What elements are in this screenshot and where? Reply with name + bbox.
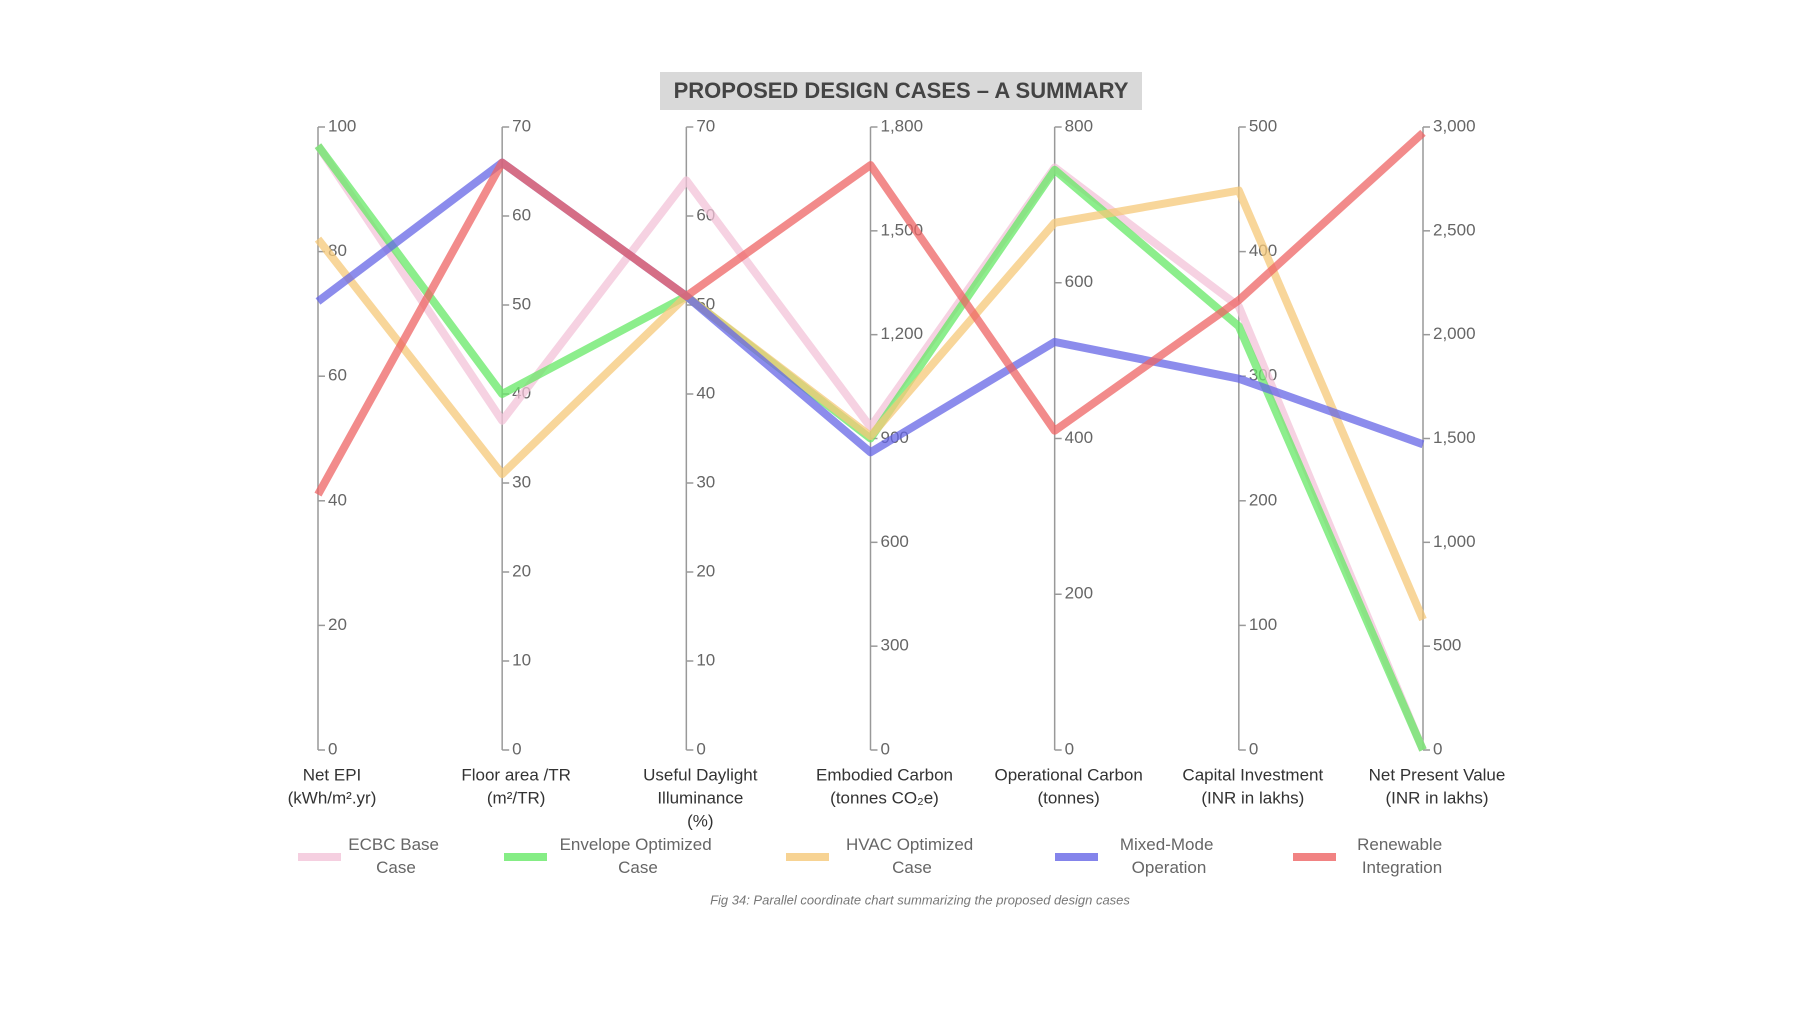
axis-label: (kWh/m².yr) bbox=[288, 788, 377, 807]
legend-label-line: Case bbox=[618, 858, 658, 877]
legend-label-line: Integration bbox=[1362, 858, 1442, 877]
legend-label-line: Renewable bbox=[1357, 835, 1447, 854]
legend-label-line: Mixed-Mode bbox=[1120, 835, 1218, 854]
y-tick-label: 0 bbox=[881, 739, 890, 758]
legend-label-line: Envelope Optimized bbox=[560, 835, 717, 854]
y-tick-label: 60 bbox=[328, 366, 347, 385]
y-tick-label: 10 bbox=[696, 650, 715, 669]
y-tick-label: 0 bbox=[696, 739, 705, 758]
y-tick-label: 0 bbox=[512, 739, 521, 758]
axis-label: Operational Carbon bbox=[994, 765, 1142, 784]
y-tick-label: 500 bbox=[1249, 116, 1277, 135]
legend-label-line: Case bbox=[376, 858, 416, 877]
axis-label: Floor area /TR bbox=[461, 765, 571, 784]
y-tick-label: 600 bbox=[1065, 272, 1093, 291]
y-tick-label: 40 bbox=[696, 383, 715, 402]
y-tick-label: 3,000 bbox=[1433, 116, 1476, 135]
y-tick-label: 400 bbox=[1065, 428, 1093, 447]
axis-label: Capital Investment bbox=[1182, 765, 1323, 784]
axis-label: Illuminance bbox=[657, 788, 743, 807]
series-line bbox=[314, 143, 1427, 752]
axis-label: Embodied Carbon bbox=[816, 765, 953, 784]
legend-label-line: Case bbox=[892, 858, 932, 877]
legend-label-line: HVAC Optimized bbox=[846, 835, 978, 854]
chart-title: PROPOSED DESIGN CASES – A SUMMARY bbox=[674, 78, 1129, 103]
y-tick-label: 200 bbox=[1065, 584, 1093, 603]
legend-swatch bbox=[298, 853, 341, 861]
axis-label: Net Present Value bbox=[1369, 765, 1506, 784]
legend-label: HVAC Optimized Case bbox=[846, 835, 978, 877]
y-tick-label: 1,500 bbox=[1433, 428, 1476, 447]
axis-label: (INR in lakhs) bbox=[1201, 788, 1304, 807]
y-tick-label: 0 bbox=[328, 739, 337, 758]
y-tick-label: 1,800 bbox=[881, 116, 924, 135]
y-tick-label: 500 bbox=[1433, 636, 1461, 655]
y-tick-label: 30 bbox=[696, 472, 715, 491]
legend-label: Envelope Optimized Case bbox=[560, 835, 717, 877]
y-tick-label: 10 bbox=[512, 650, 531, 669]
series-line bbox=[314, 129, 1426, 497]
y-tick-label: 600 bbox=[881, 532, 909, 551]
y-tick-label: 1,200 bbox=[881, 324, 924, 343]
legend-swatch bbox=[504, 853, 547, 861]
y-tick-label: 200 bbox=[1249, 490, 1277, 509]
axis-label: (INR in lakhs) bbox=[1386, 788, 1489, 807]
y-tick-label: 800 bbox=[1065, 116, 1093, 135]
y-tick-label: 100 bbox=[1249, 615, 1277, 634]
axis-label: (%) bbox=[687, 811, 713, 830]
y-tick-label: 60 bbox=[512, 205, 531, 224]
legend-swatch bbox=[786, 853, 829, 861]
y-tick-label: 20 bbox=[328, 615, 347, 634]
y-tick-label: 70 bbox=[512, 116, 531, 135]
y-tick-label: 30 bbox=[512, 472, 531, 491]
legend-label-line: ECBC Base bbox=[348, 835, 443, 854]
y-tick-label: 0 bbox=[1249, 739, 1258, 758]
axis-label: Useful Daylight bbox=[643, 765, 758, 784]
legend-label: Renewable Integration bbox=[1357, 835, 1447, 877]
legend-swatch bbox=[1293, 853, 1336, 861]
y-tick-label: 300 bbox=[881, 636, 909, 655]
legend-swatch bbox=[1055, 853, 1098, 861]
axis-label: (tonnes) bbox=[1037, 788, 1099, 807]
y-tick-label: 0 bbox=[1065, 739, 1074, 758]
y-tick-label: 50 bbox=[512, 294, 531, 313]
axis-label: Net EPI bbox=[303, 765, 362, 784]
axis-label: (m²/TR) bbox=[487, 788, 546, 807]
legend-label: ECBC Base Case bbox=[348, 835, 443, 877]
y-tick-label: 20 bbox=[696, 561, 715, 580]
y-tick-label: 40 bbox=[328, 490, 347, 509]
axis-label: (tonnes CO₂e) bbox=[830, 788, 939, 807]
legend-label-line: Operation bbox=[1132, 858, 1207, 877]
y-tick-label: 100 bbox=[328, 116, 356, 135]
y-tick-label: 2,000 bbox=[1433, 324, 1476, 343]
y-tick-label: 2,500 bbox=[1433, 220, 1476, 239]
y-tick-label: 0 bbox=[1433, 739, 1442, 758]
series-line bbox=[314, 186, 1427, 622]
caption: Fig 34: Parallel coordinate chart summar… bbox=[710, 892, 1130, 907]
legend-label: Mixed-Mode Operation bbox=[1120, 835, 1218, 877]
y-tick-label: 70 bbox=[696, 116, 715, 135]
y-tick-label: 1,000 bbox=[1433, 532, 1476, 551]
y-tick-label: 20 bbox=[512, 561, 531, 580]
title-box bbox=[660, 72, 1142, 110]
